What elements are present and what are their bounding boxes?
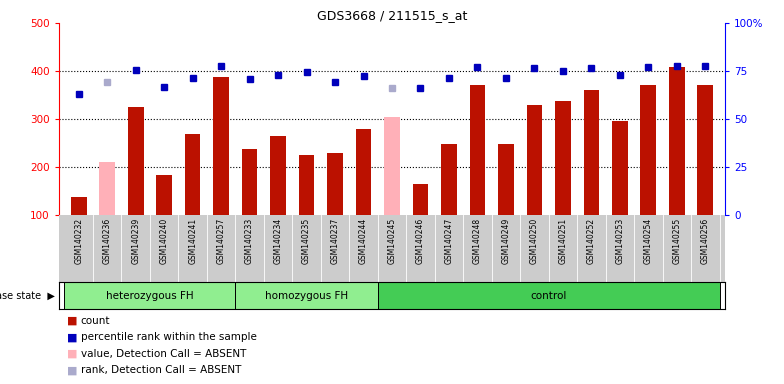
Text: GSM140250: GSM140250 <box>530 218 539 264</box>
Bar <box>698 86 713 215</box>
Bar <box>470 86 485 215</box>
Text: GSM140251: GSM140251 <box>558 218 568 264</box>
Text: percentile rank within the sample: percentile rank within the sample <box>81 332 256 342</box>
Text: GSM140240: GSM140240 <box>160 218 169 264</box>
Text: GSM140235: GSM140235 <box>302 218 311 264</box>
Text: count: count <box>81 316 111 326</box>
Bar <box>498 144 514 215</box>
Text: GSM140241: GSM140241 <box>188 218 197 264</box>
Bar <box>128 107 143 215</box>
Text: GSM140247: GSM140247 <box>445 218 453 264</box>
Text: ■: ■ <box>67 316 77 326</box>
Text: heterozygous FH: heterozygous FH <box>106 291 194 301</box>
Bar <box>100 162 115 215</box>
Text: GSM140256: GSM140256 <box>701 218 710 264</box>
Text: GSM140236: GSM140236 <box>103 218 111 264</box>
Text: GSM140253: GSM140253 <box>615 218 624 264</box>
Text: GSM140249: GSM140249 <box>502 218 510 264</box>
Bar <box>71 197 86 215</box>
Text: GSM140257: GSM140257 <box>216 218 226 264</box>
Text: control: control <box>531 291 567 301</box>
Bar <box>156 175 172 215</box>
Bar <box>583 90 599 215</box>
Bar <box>378 282 720 309</box>
Text: GSM140234: GSM140234 <box>274 218 282 264</box>
Text: disease state  ▶: disease state ▶ <box>0 291 55 301</box>
Text: GSM140252: GSM140252 <box>587 218 596 264</box>
Text: GSM140246: GSM140246 <box>416 218 425 264</box>
Title: GDS3668 / 211515_s_at: GDS3668 / 211515_s_at <box>317 9 467 22</box>
Text: GSM140237: GSM140237 <box>331 218 339 264</box>
Text: GSM140255: GSM140255 <box>673 218 681 264</box>
Bar <box>299 155 314 215</box>
Text: GSM140245: GSM140245 <box>387 218 397 264</box>
Bar <box>235 282 378 309</box>
Bar <box>527 104 543 215</box>
Bar <box>356 129 372 215</box>
Text: GSM140232: GSM140232 <box>74 218 83 264</box>
Bar <box>384 117 400 215</box>
Text: ■: ■ <box>67 365 77 375</box>
Bar <box>241 149 257 215</box>
Bar <box>669 67 684 215</box>
Text: GSM140244: GSM140244 <box>359 218 368 264</box>
Text: GSM140233: GSM140233 <box>245 218 254 264</box>
Bar <box>327 152 343 215</box>
Bar <box>213 77 229 215</box>
Text: rank, Detection Call = ABSENT: rank, Detection Call = ABSENT <box>81 365 241 375</box>
Bar <box>555 101 571 215</box>
Text: GSM140254: GSM140254 <box>644 218 653 264</box>
Text: GSM140248: GSM140248 <box>473 218 482 264</box>
Bar <box>412 184 428 215</box>
Bar <box>641 86 656 215</box>
Text: value, Detection Call = ABSENT: value, Detection Call = ABSENT <box>81 349 246 359</box>
Bar <box>612 121 628 215</box>
Bar <box>185 134 201 215</box>
Bar <box>270 136 286 215</box>
Bar <box>64 282 235 309</box>
Text: homozygous FH: homozygous FH <box>265 291 348 301</box>
Text: ■: ■ <box>67 332 77 342</box>
Text: ■: ■ <box>67 349 77 359</box>
Text: GSM140239: GSM140239 <box>131 218 140 264</box>
Bar <box>441 144 457 215</box>
